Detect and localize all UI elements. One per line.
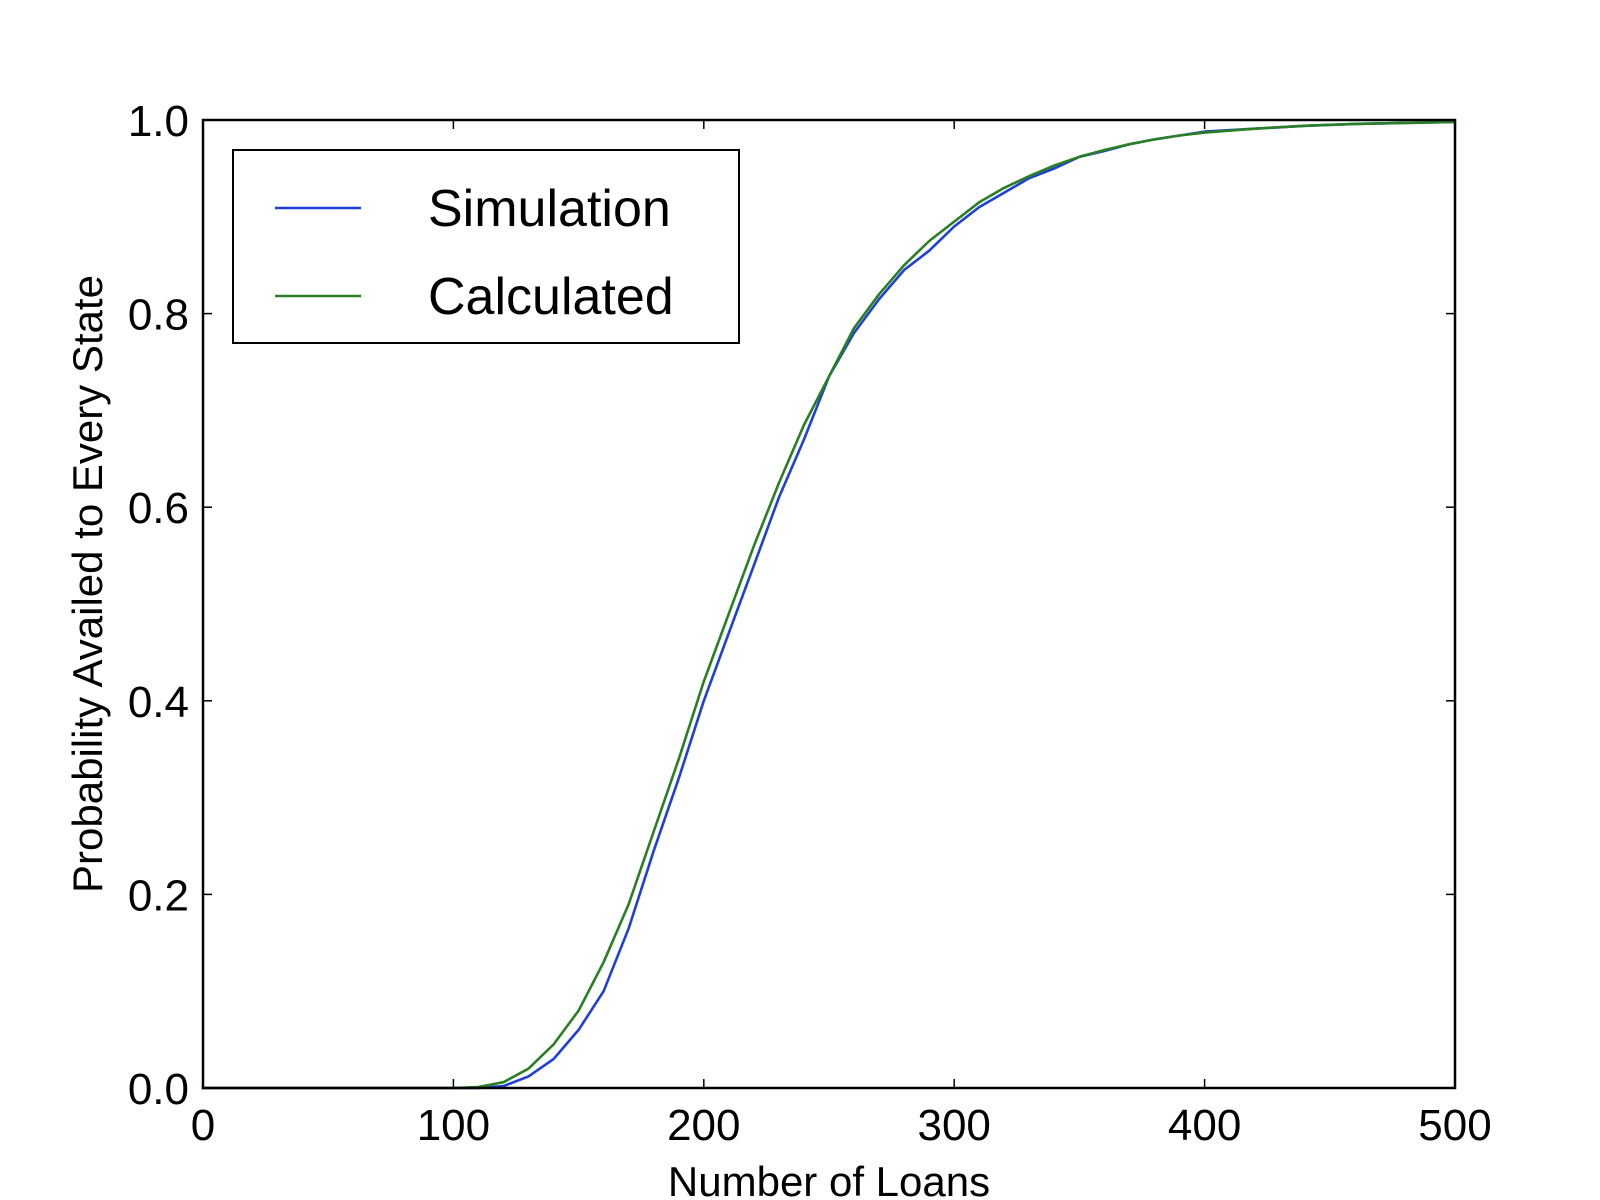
- plot-frame: [201, 118, 1457, 1090]
- y-tick-label: 0.2: [128, 871, 189, 920]
- x-tick-label: 100: [417, 1101, 490, 1150]
- y-tick-label: 0.0: [128, 1065, 189, 1114]
- tick-labels: 0 100 200 300 400 500 0.0 0.2 0.4 0.6 0.8 1.0: [128, 97, 1492, 1150]
- legend-box: [232, 149, 740, 344]
- legend-label-simulation: Simulation: [428, 180, 671, 238]
- series-line-calculated: [201, 120, 1457, 1090]
- x-tick-label: 400: [1168, 1101, 1241, 1150]
- x-axis-label: Number of Loans: [668, 1158, 990, 1200]
- series-layer: [201, 120, 1457, 1090]
- y-axis-label: Probability Availed to Every State: [64, 275, 111, 893]
- y-tick-label: 0.8: [128, 291, 189, 340]
- y-tick-label: 0.6: [128, 484, 189, 533]
- y-tick-label: 1.0: [128, 97, 189, 146]
- legend: Simulation Calculated: [232, 149, 740, 344]
- y-tick-label: 0.4: [128, 678, 189, 727]
- x-tick-label: 500: [1418, 1101, 1491, 1150]
- x-tick-label: 200: [667, 1101, 740, 1150]
- x-tick-label: 0: [191, 1101, 215, 1150]
- x-tick-label: 300: [917, 1101, 990, 1150]
- legend-label-calculated: Calculated: [428, 268, 674, 326]
